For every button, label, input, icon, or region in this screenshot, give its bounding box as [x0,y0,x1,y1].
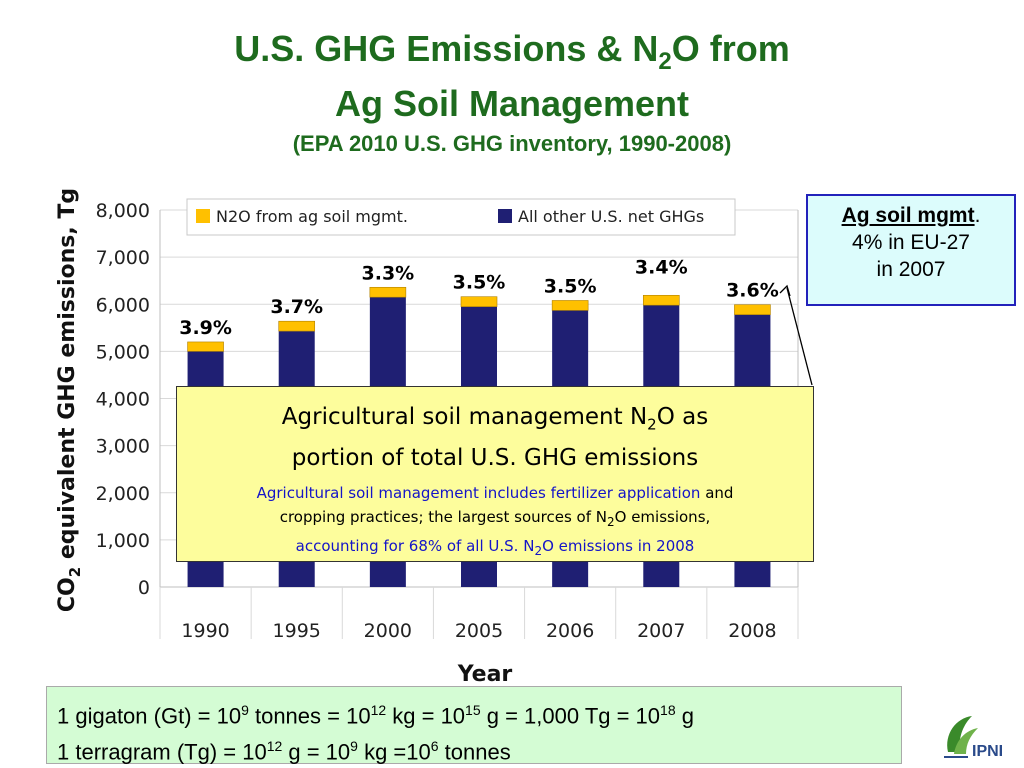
y-axis-label: CO2 equivalent GHG emissions, Tg [55,188,84,612]
y-tick-label: 3,000 [96,436,150,458]
leaf-icon [944,716,978,758]
bar-segment-n2o [642,294,680,306]
y-tick-label: 0 [138,577,150,599]
x-tick-label: 2008 [728,620,776,642]
legend-swatch-other [498,209,512,223]
y-tick-label: 4,000 [96,389,150,411]
bar-percent-label: 3.5% [453,272,506,294]
slide-title: U.S. GHG Emissions & N2O from Ag Soil Ma… [0,28,1024,159]
y-tick-label: 8,000 [96,200,150,222]
title-source: (EPA 2010 U.S. GHG inventory, 1990-2008) [292,131,732,157]
bar-percent-label: 3.9% [179,317,232,339]
x-tick-label: 1995 [273,620,321,642]
callout-line-2: 4% in EU-27 [852,231,970,254]
percent-labels: 3.9% 3.7% 3.3% 3.5% 3.5% 3.4% 3.6% [179,256,779,339]
info-headline-2: portion of total U.S. GHG emissions [291,444,699,471]
y-axis-ticks: 0 1,000 2,000 3,000 4,000 5,000 6,000 7,000 8,00… [96,200,150,599]
x-tick-label: 1990 [181,620,229,642]
bar-segment-n2o [278,320,316,332]
ipni-logo: IPNI [944,716,1003,760]
unit-line-terragram: 1 terragram (Tg) = 1012 g = 109 kg =106 … [57,738,511,765]
x-tick-label: 2005 [455,620,503,642]
x-axis-label: Year [457,662,513,687]
bar-percent-label: 3.3% [362,262,415,284]
y-tick-label: 1,000 [96,530,150,552]
unit-line-gigaton: 1 gigaton (Gt) = 109 tonnes = 1012 kg = … [57,702,694,729]
legend-label-other: All other U.S. net GHGs [518,207,704,226]
callout-head: Ag soil mgmt [841,204,975,227]
y-tick-label: 5,000 [96,341,150,363]
info-detail: Agricultural soil management includes fe… [256,483,734,558]
logo-text: IPNI [972,743,1003,760]
bar-segment-n2o [551,300,589,311]
callout-arrow [786,287,813,386]
x-tick-label: 2007 [637,620,685,642]
callout-line-3: in 2007 [876,258,946,281]
bar-percent-label: 3.5% [544,275,597,297]
bar-segment-n2o [734,304,771,315]
bar-percent-label: 3.7% [270,296,323,318]
bar-segment-n2o [187,341,224,352]
y-tick-label: 2,000 [96,483,150,505]
info-box: Agricultural soil management N2O as port… [176,386,814,562]
x-tick-label: 2000 [364,620,412,642]
y-tick-label: 7,000 [96,247,150,269]
info-headline-1: Agricultural soil management N2O as [281,404,709,434]
x-axis-ticks: 1990 1995 2000 2005 2006 2007 2008 [181,620,776,642]
x-tick-label: 2006 [546,620,594,642]
bar-segment-n2o [460,296,498,307]
eu-comparison-callout: Ag soil mgmt. 4% in EU-27 in 2007 [806,194,1016,306]
chart-legend: N2O from ag soil mgmt. All other U.S. ne… [186,198,736,236]
callout-arrowhead [779,284,791,297]
bar-percent-label: 3.6% [726,280,779,302]
legend-label-n2o: N2O from ag soil mgmt. [216,207,408,226]
y-tick-label: 6,000 [96,294,150,316]
unit-conversion-box: 1 gigaton (Gt) = 109 tonnes = 1012 kg = … [46,686,902,765]
title-line-2: Ag Soil Management [334,83,690,125]
bar-segment-n2o [369,286,407,298]
legend-swatch-n2o [196,209,210,223]
bar-percent-label: 3.4% [635,256,688,278]
title-line-1: U.S. GHG Emissions & N2O from [234,28,790,76]
